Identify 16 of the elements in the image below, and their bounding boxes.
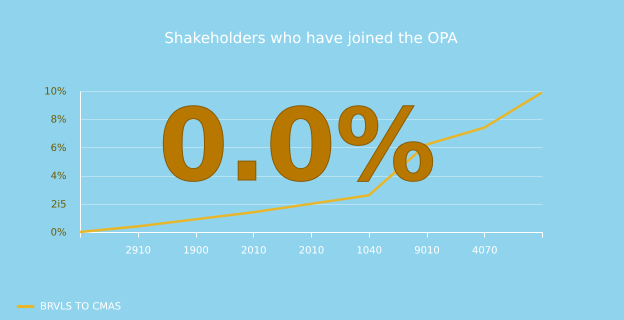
y-tick-label: 8% [50,114,66,126]
x-tick-label: 2910 [126,246,151,256]
chart-title: Shakeholders who have joined the OPA [164,29,458,47]
x-tick-label: 9010 [414,246,440,256]
x-tick-label: 2010 [241,246,266,256]
legend-label: BRVLS TO CMAS [40,302,122,312]
x-tick-label: 4070 [472,246,498,256]
y-tick-label: 6% [50,142,66,154]
x-tick-label: 1900 [183,246,209,256]
y-tick-label: 10% [44,86,66,98]
y-tick-label: 0% [50,228,66,238]
x-tick-label: 1040 [356,246,382,256]
x-tick-label: 2010 [298,246,324,256]
y-tick-label: 4% [50,171,66,182]
y-tick-label: 2i5 [50,199,66,210]
annotation: 0.0% [158,87,436,204]
